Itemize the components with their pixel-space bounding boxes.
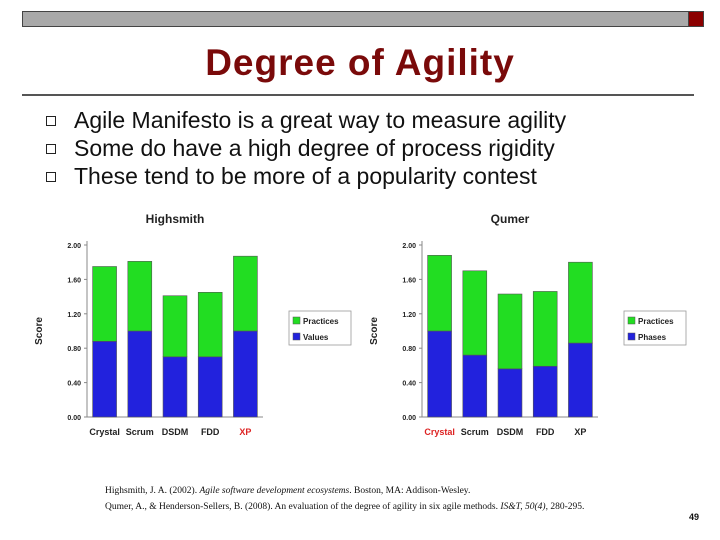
- bar-segment-phases: [497, 368, 523, 418]
- x-tick-label: Crystal: [424, 427, 455, 437]
- legend-swatch: [627, 332, 636, 341]
- bar-segment-phases: [427, 330, 452, 418]
- slide-title: Degree of Agility: [205, 42, 515, 83]
- bar-segment-phases: [532, 365, 558, 418]
- chart-title: Highsmith: [146, 212, 205, 226]
- x-tick-label: DSDM: [162, 427, 189, 437]
- bullet-text: Agile Manifesto is a great way to measur…: [74, 107, 567, 133]
- bar-segment-practices: [497, 293, 523, 370]
- bar-segment-practices: [197, 292, 223, 358]
- x-tick-label: FDD: [536, 427, 555, 437]
- bar-segment-practices: [462, 270, 488, 356]
- y-tick-label: 0.00: [402, 415, 416, 422]
- square-bullet-icon: [46, 172, 56, 182]
- page-number: 49: [689, 512, 700, 522]
- qumer-chart: Qumer Score 0.00 0.40 0.80 1.20 1.60 2.00 Crysta…: [369, 212, 687, 437]
- bullet-item: Agile Manifesto is a great way to measur…: [44, 106, 566, 134]
- y-tick-label: 2.00: [67, 243, 81, 250]
- bar-segment-practices: [233, 255, 258, 332]
- y-tick-label: 1.60: [67, 277, 81, 284]
- bar-segment-values: [233, 330, 258, 418]
- x-tick-label: Scrum: [126, 427, 154, 437]
- bullet-item: Some do have a high degree of process ri…: [44, 134, 566, 162]
- top-bar-accent-square: [688, 11, 704, 27]
- reference-line-1: Highsmith, J. A. (2002). Agile software …: [105, 486, 471, 496]
- y-tick-label: 1.60: [402, 277, 416, 284]
- y-axis-label: Score: [369, 317, 380, 345]
- y-tick-label: 0.40: [402, 381, 416, 388]
- bullet-list: Agile Manifesto is a great way to measur…: [44, 106, 566, 190]
- x-tick-label: Scrum: [461, 427, 489, 437]
- bar-segment-practices: [532, 291, 558, 367]
- bar-segment-practices: [92, 266, 117, 342]
- legend-swatch: [292, 316, 301, 325]
- y-axis-label: Score: [34, 317, 45, 345]
- legend-label: Practices: [638, 317, 674, 326]
- x-tick-label: XP: [574, 427, 586, 437]
- y-tick-label: 0.00: [67, 415, 81, 422]
- top-decorative-bar: [22, 11, 704, 27]
- square-bullet-icon: [46, 144, 56, 154]
- legend-label: Practices: [303, 317, 339, 326]
- x-tick-label: DSDM: [497, 427, 524, 437]
- references: Highsmith, J. A. (2002). Agile software …: [105, 483, 584, 515]
- bar-segment-values: [92, 341, 117, 418]
- y-tick-label: 0.80: [67, 346, 81, 353]
- y-tick-label: 0.80: [402, 346, 416, 353]
- legend-label: Phases: [638, 333, 667, 342]
- title-divider: [22, 94, 694, 96]
- bullet-item: These tend to be more of a popularity co…: [44, 162, 566, 190]
- bar-segment-practices: [162, 295, 188, 358]
- reference-line-2: Qumer, A., & Henderson-Sellers, B. (2008…: [105, 502, 585, 512]
- y-tick-label: 2.00: [402, 243, 416, 250]
- x-tick-label: FDD: [201, 427, 220, 437]
- legend-label: Values: [303, 333, 329, 342]
- y-tick-label: 0.40: [67, 381, 81, 388]
- y-tick-label: 1.20: [67, 312, 81, 319]
- bar-segment-practices: [427, 255, 452, 332]
- bar-segment-practices: [568, 261, 593, 344]
- bar-segment-practices: [127, 261, 153, 332]
- bullet-text: Some do have a high degree of process ri…: [74, 135, 555, 161]
- x-tick-label: XP: [239, 427, 251, 437]
- legend-swatch: [627, 316, 636, 325]
- highsmith-chart: Highsmith Score 0.00 0.40 0.80 1.20 1.60 2.00 Cr…: [34, 212, 352, 437]
- legend-swatch: [292, 332, 301, 341]
- bar-segment-values: [197, 356, 223, 418]
- bar-segment-phases: [568, 342, 593, 418]
- bar-segment-values: [127, 330, 153, 418]
- bar-segment-phases: [462, 354, 488, 418]
- bar-segment-values: [162, 356, 188, 418]
- bullet-text: These tend to be more of a popularity co…: [74, 163, 537, 189]
- x-tick-label: Crystal: [89, 427, 120, 437]
- square-bullet-icon: [46, 116, 56, 126]
- y-tick-label: 1.20: [402, 312, 416, 319]
- chart-title: Qumer: [491, 212, 530, 226]
